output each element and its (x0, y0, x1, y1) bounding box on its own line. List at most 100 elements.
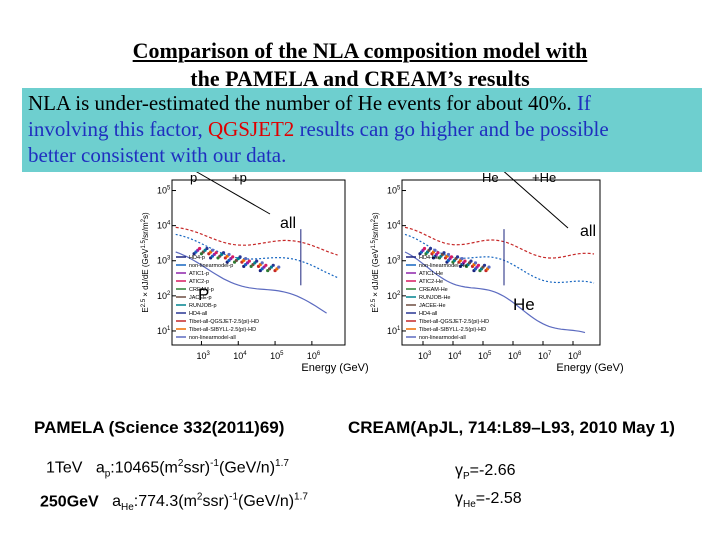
tick-base: 10 (508, 351, 518, 361)
tick-base: 10 (196, 351, 206, 361)
param-text: =-2.66 (469, 462, 516, 479)
tick-base: 10 (387, 186, 397, 196)
param-gamma: γ (455, 490, 463, 507)
tick-base: 10 (157, 256, 167, 266)
legend-label: HD4-all (419, 311, 437, 317)
title-line: Comparison of the NLA composition model … (132, 38, 588, 63)
tick-base: 10 (448, 351, 458, 361)
model-curve (404, 251, 586, 334)
tick-exp: 5 (397, 186, 401, 192)
param-sup: -1 (210, 458, 219, 469)
legend-label: ATIC1-He (419, 271, 443, 277)
legend-label: HD4-He (419, 255, 439, 261)
tick-base: 10 (157, 326, 167, 336)
y-tick-label: 102 (387, 291, 401, 301)
y-axis-label-part: E (371, 307, 380, 312)
data-point (244, 257, 248, 261)
tick-exp: 5 (488, 351, 492, 357)
x-tick-label: 104 (233, 351, 247, 361)
tick-base: 10 (387, 291, 397, 301)
plot: 103 104 105 106 107 108101102103104105Energy … (371, 167, 624, 374)
data-point (487, 265, 491, 269)
note-text: If (576, 91, 591, 115)
note-box: NLA is under-estimated the number of He … (22, 88, 702, 172)
legend-label: non-linearmodel-p (189, 263, 233, 269)
param: γP=-2.66 (455, 462, 515, 482)
note-text: involving this factor, (28, 117, 203, 141)
y-axis-label-part: × dJ/dE (GeV (141, 248, 150, 299)
x-tick-label: 105 (270, 351, 284, 361)
plot-frame (401, 179, 601, 346)
all-label: all (580, 223, 596, 240)
param-sub: p (104, 468, 111, 480)
data-point (460, 257, 464, 261)
data-point (238, 255, 242, 259)
y-axis-label-part: 2.5 (371, 298, 377, 307)
tick-base: 10 (307, 351, 317, 361)
tick-base: 10 (157, 291, 167, 301)
x-tick-label: 106 (307, 351, 321, 361)
data-point (446, 252, 451, 257)
data-point (205, 246, 209, 251)
tick-exp: 6 (317, 351, 321, 357)
data-point (449, 255, 454, 259)
x-tick-label: 103 (418, 351, 432, 361)
tick-base: 10 (568, 351, 578, 361)
tick-base: 10 (270, 351, 280, 361)
data-point (214, 251, 218, 255)
param-sup: -1 (229, 492, 239, 503)
tick-exp: 3 (167, 256, 171, 262)
y-tick-label: 105 (387, 186, 401, 196)
x-tick-label: 103 (196, 351, 210, 361)
legend-label: RUNJOB-He (419, 295, 450, 301)
param-sup: 1.7 (294, 492, 308, 503)
y-axis-label-part: /sr/m (141, 222, 150, 240)
x-axis-label: Energy (GeV) (556, 362, 623, 374)
data-point (442, 251, 446, 255)
param-sub: He (120, 502, 134, 514)
model-curve (175, 233, 338, 279)
tick-exp: 3 (397, 256, 401, 262)
tick-base: 10 (157, 186, 167, 196)
tick-base: 10 (538, 351, 548, 361)
data-point (210, 248, 215, 252)
tick-exp: 6 (518, 351, 522, 357)
y-tick-label: 104 (387, 221, 401, 231)
note-line: involving this factor, QGSJET2 results c… (28, 116, 696, 142)
legend-label: CREAM-p (189, 287, 214, 293)
param-text: (GeV/n) (219, 459, 276, 477)
y-axis-label: E2.5 × dJ/dE (GeV1.5/sr/m2s) (371, 212, 380, 313)
param-a: a (95, 459, 105, 477)
data-point (255, 259, 259, 263)
data-point (271, 263, 275, 267)
citation: CREAM(ApJL, 714:L89–L93, 2010 May 1) (348, 418, 675, 437)
param-energy: 1TeV (46, 459, 83, 477)
tick-exp: 5 (280, 351, 284, 357)
legend-label: non-linearmodel-He (419, 263, 467, 269)
param: 250GeV aHe:774.3(m2ssr)-1(GeV/n)1.7 (40, 492, 308, 514)
tick-exp: 5 (167, 186, 171, 192)
param-sup: 1.7 (275, 458, 289, 469)
tick-exp: 2 (167, 291, 171, 297)
arrow (499, 167, 569, 229)
y-tick-label: 103 (387, 256, 401, 266)
data-point (227, 252, 231, 257)
data-point (277, 265, 281, 269)
y-axis-label-part: E (141, 307, 150, 312)
tick-exp: 4 (458, 351, 462, 357)
y-axis-label-part: 2 (141, 218, 147, 222)
legend-label: ATIC2-p (189, 279, 209, 285)
param-text: :10465(m (110, 459, 178, 477)
y-axis-label-part: 2.5 (141, 298, 147, 307)
top-label: He (482, 170, 499, 185)
param-a: a (112, 493, 121, 511)
param-gamma: γ (455, 462, 463, 479)
param-sub: He (463, 499, 476, 511)
title-line: the PAMELA and CREAM’s results (190, 66, 530, 91)
param: 1TeV ap:10465(m2ssr)-1(GeV/n)1.7 (46, 458, 289, 480)
data-point (264, 263, 268, 267)
x-tick-label: 107 (538, 351, 552, 361)
data-point (428, 246, 433, 251)
legend-label: Tibet-all-SIBYLL-2.5(pi)-HD (419, 327, 486, 333)
